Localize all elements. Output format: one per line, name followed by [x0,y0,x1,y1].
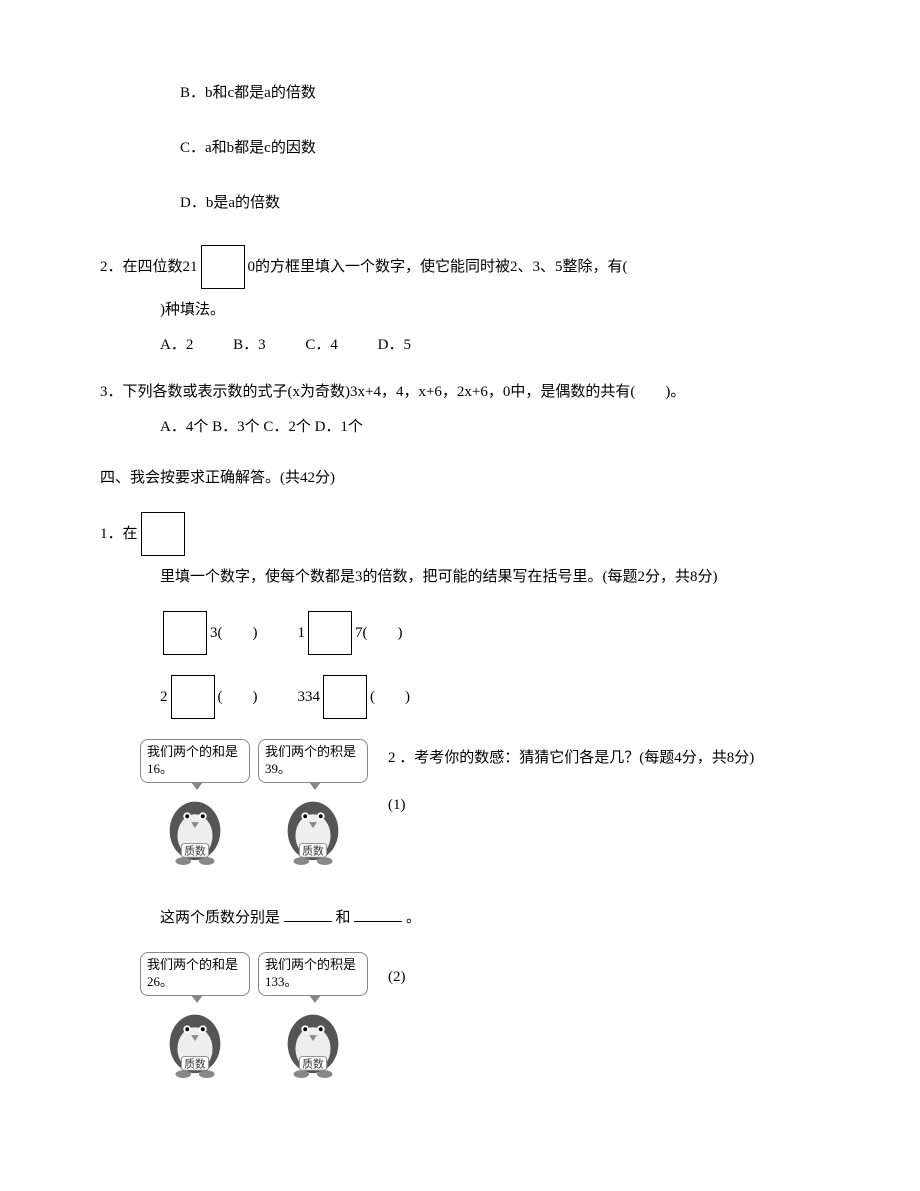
q4-2-sub2-block: (2) [376,952,860,991]
q2-choice-c: C．4 [305,337,338,353]
q4-1-item2-suffix: 7( ) [355,620,403,647]
q4-2-sub1: (1) [388,792,860,819]
penguin-block-2: 我们两个的积是39。 质数 [258,739,368,865]
q4-2-answer1-text: 这两个质数分别是 [160,910,280,926]
q4-1-item2-prefix: 1 [298,620,306,647]
penguin-icon-3: 质数 [156,1000,234,1078]
q3-choices: A．4个 B．3个 C．2个 D．1个 [160,414,860,441]
q4-2-period: 。 [406,910,421,926]
q2-num: 2． [100,254,123,281]
penguin-block-1: 我们两个的和是16。 质数 [140,739,250,865]
q2-blank-box [201,245,245,289]
q4-1-num: 1．在 [100,521,138,548]
speech-bubble-2a: 我们两个的和是26。 [140,952,250,996]
blank-2 [354,906,402,922]
penguin-icon-2: 质数 [274,787,352,865]
q2-post: 0的方框里填入一个数字，使它能同时被2、3、5整除，有( [248,254,628,281]
speech-bubble-2b: 我们两个的积是133。 [258,952,368,996]
option-c-text: C．a和b都是c的因数 [180,140,316,156]
option-b-text: B．b和c都是a的倍数 [180,85,316,101]
penguin-block-4: 我们两个的积是133。 质数 [258,952,368,1078]
q4-1-item4-prefix: 334 [298,684,321,711]
option-d-text: D．b是a的倍数 [180,195,280,211]
q4-1-item3-prefix: 2 [160,684,168,711]
q4-1-line2: 里填一个数字，使每个数都是3的倍数，把可能的结果写在括号里。(每题2分，共8分) [160,569,718,585]
q4-1-item4-suffix: ( ) [370,684,410,711]
svg-text:质数: 质数 [184,1057,206,1070]
q4-2-label: 2 ．考考你的数感：猜猜它们各是几？(每题4分，共8分) [388,745,860,772]
option-c: C．a和b都是c的因数 [180,135,860,162]
q4-1-row2: 2 ( ) 334 ( ) [160,675,860,719]
svg-text:质数: 质数 [302,1057,324,1070]
q4-2-answer1: 这两个质数分别是 和 。 [160,905,860,932]
question-2: 2． 在四位数21 0的方框里填入一个数字，使它能同时被2、3、5整除，有( )… [100,245,860,359]
q4-1-item3-suffix: ( ) [218,684,258,711]
penguin-icon-1: 质数 [156,787,234,865]
option-d: D．b是a的倍数 [180,190,860,217]
q2-choice-a: A．2 [160,337,193,353]
penguin-block-3: 我们两个的和是26。 质数 [140,952,250,1078]
question-4-1: 1．在 里填一个数字，使每个数都是3的倍数，把可能的结果写在括号里。(每题2分，… [100,512,860,719]
section-4-title: 四、我会按要求正确解答。(共42分) [100,465,860,492]
q2-choice-b: B．3 [233,337,266,353]
q4-1-item3: 2 ( ) [160,675,258,719]
q4-2-label-block: 2 ．考考你的数感：猜猜它们各是几？(每题4分，共8分) (1) [376,739,860,819]
svg-text:质数: 质数 [184,844,206,857]
q4-2-and: 和 [336,910,351,926]
fill-box-4 [323,675,367,719]
q2-choice-d: D．5 [378,337,411,353]
svg-text:质数: 质数 [302,844,324,857]
penguin-icon-4: 质数 [274,1000,352,1078]
option-b: B．b和c都是a的倍数 [180,80,860,107]
q4-2-row1: 我们两个的和是16。 质数 我们两个的积是39。 [140,739,860,865]
fill-box-3 [171,675,215,719]
q4-2-row2: 我们两个的和是26。 质数 我们两个的积是133。 [140,952,860,1078]
fill-box-2 [308,611,352,655]
q4-1-item1-suffix: 3( ) [210,620,258,647]
q2-pre: 在四位数21 [123,254,198,281]
speech-bubble-1a: 我们两个的和是16。 [140,739,250,783]
fill-box-1 [163,611,207,655]
q4-1-item4: 334 ( ) [298,675,411,719]
q2-choices: A．2 B．3 C．4 D．5 [160,332,860,359]
q3-text: 3．下列各数或表示数的式子(x为奇数)3x+4，4，x+6，2x+6，0中，是偶… [100,379,860,406]
speech-bubble-1b: 我们两个的积是39。 [258,739,368,783]
blank-1 [284,906,332,922]
q4-1-item1: 3( ) [160,611,258,655]
q4-1-item2: 1 7( ) [298,611,403,655]
q4-1-top-box [141,512,185,556]
question-3: 3．下列各数或表示数的式子(x为奇数)3x+4，4，x+6，2x+6，0中，是偶… [100,379,860,441]
q4-1-row1: 3( ) 1 7( ) [160,611,860,655]
q2-tail: )种填法。 [160,302,225,318]
q4-2-sub2: (2) [388,964,860,991]
